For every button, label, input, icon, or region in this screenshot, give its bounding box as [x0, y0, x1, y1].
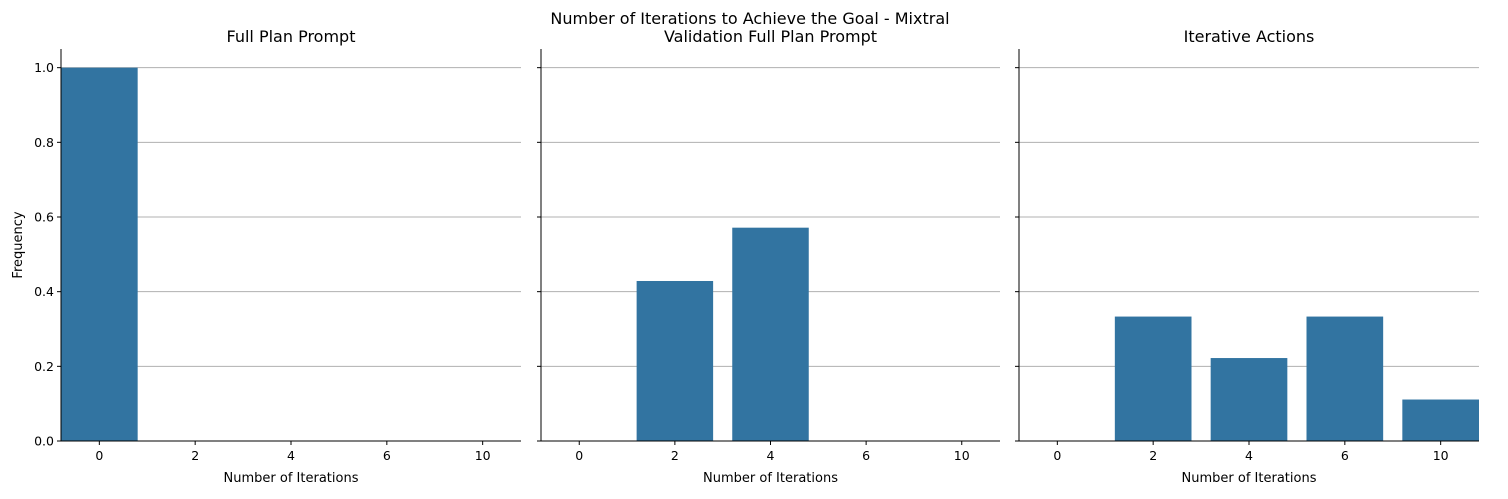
x-tick-label: 4 [1245, 448, 1253, 463]
y-tick-label: 0.8 [34, 135, 54, 150]
x-axis-label: Number of Iterations [1182, 471, 1317, 486]
x-tick-label: 4 [767, 448, 775, 463]
x-tick-label: 10 [475, 448, 491, 463]
x-tick-label: 0 [575, 448, 583, 463]
y-tick-label: 0.4 [34, 284, 54, 299]
x-tick-label: 10 [1433, 448, 1449, 463]
y-tick-label: 0.2 [34, 359, 54, 374]
bar-4 [732, 227, 809, 441]
x-tick-label: 6 [1341, 448, 1349, 463]
bar-6 [1306, 316, 1384, 441]
x-tick-label: 10 [954, 448, 970, 463]
y-tick-label: 0.0 [34, 434, 54, 449]
bar-4 [1210, 358, 1288, 441]
x-axis-label: Number of Iterations [224, 471, 359, 486]
y-tick-label: 0.6 [34, 210, 54, 225]
y-axis-label: Frequency [11, 211, 26, 278]
x-tick-label: 2 [1149, 448, 1157, 463]
x-axis-label: Number of Iterations [703, 471, 838, 486]
bar-2 [1114, 316, 1192, 441]
bar-10 [1402, 399, 1479, 441]
y-tick-label: 1.0 [34, 60, 54, 75]
bar-2 [636, 280, 714, 441]
x-tick-label: 2 [191, 448, 199, 463]
figure-suptitle: Number of Iterations to Achieve the Goal… [550, 9, 949, 28]
x-tick-label: 0 [1053, 448, 1061, 463]
x-tick-label: 6 [862, 448, 870, 463]
panel-title: Iterative Actions [1184, 27, 1315, 46]
x-tick-label: 0 [95, 448, 103, 463]
x-tick-label: 4 [287, 448, 295, 463]
panel-title: Validation Full Plan Prompt [664, 27, 877, 46]
x-tick-label: 6 [383, 448, 391, 463]
x-tick-label: 2 [671, 448, 679, 463]
bar-0 [61, 67, 138, 442]
panel-title: Full Plan Prompt [227, 27, 356, 46]
